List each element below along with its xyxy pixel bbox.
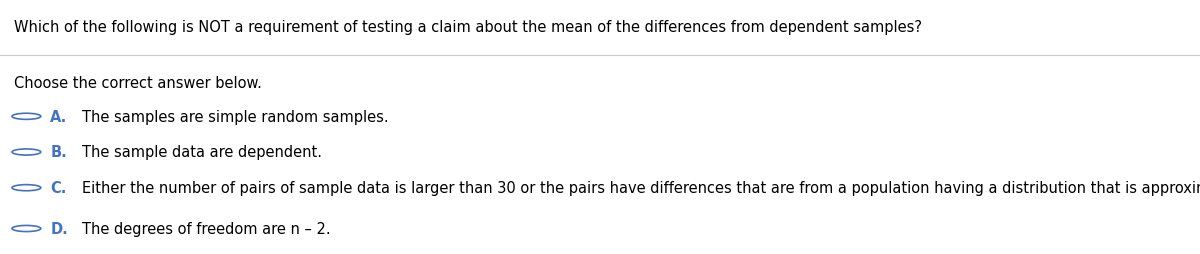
Text: The samples are simple random samples.: The samples are simple random samples. [82,109,389,124]
Text: C.: C. [50,181,67,195]
Text: The degrees of freedom are n – 2.: The degrees of freedom are n – 2. [82,221,330,236]
Text: A.: A. [50,109,67,124]
Text: B.: B. [50,145,67,160]
Text: Either the number of pairs of sample data is larger than 30 or the pairs have di: Either the number of pairs of sample dat… [82,181,1200,195]
Text: Which of the following is NOT a requirement of testing a claim about the mean of: Which of the following is NOT a requirem… [14,20,923,35]
Text: Choose the correct answer below.: Choose the correct answer below. [14,76,263,91]
Text: D.: D. [50,221,68,236]
Text: The sample data are dependent.: The sample data are dependent. [82,145,322,160]
